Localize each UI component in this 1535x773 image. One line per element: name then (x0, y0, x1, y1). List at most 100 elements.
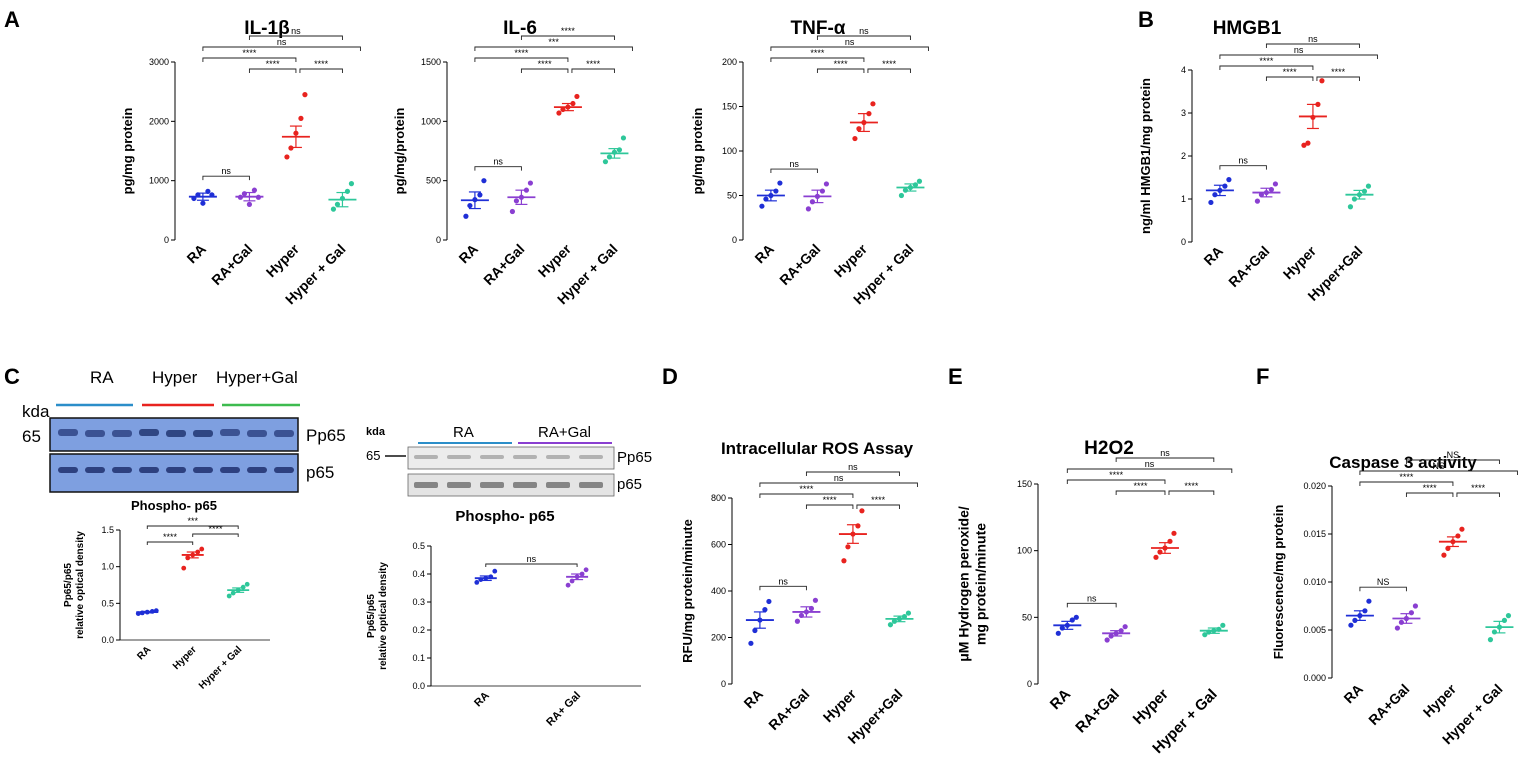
significance-label-casp3: NS (1447, 450, 1460, 460)
chart-pp65_left: 0.0 0.5 1.0 1.5 Pp65/p65relative optical den… (63, 516, 270, 692)
data-point-tnfa (759, 203, 765, 209)
significance-bracket-hmgb1 (1316, 76, 1360, 81)
y-axis-label-il6: pg/mg/protein (392, 108, 407, 195)
significance-label-il1b: **** (242, 48, 257, 58)
data-point-ros (752, 627, 758, 634)
data-point-casp3 (1366, 598, 1372, 604)
y-tick-label-ros: 600 (711, 540, 726, 550)
wb-right-band-p65-lane (480, 482, 504, 488)
y-tick-label-hmgb1: 3 (1181, 108, 1186, 118)
significance-label-hmgb1: ns (1294, 45, 1304, 55)
significance-bracket-tnfa (770, 46, 929, 51)
data-point-pp65_right (492, 568, 498, 574)
data-point-casp3 (1408, 610, 1415, 616)
significance-label-casp3: **** (1471, 483, 1486, 493)
significance-label-casp3: **** (1399, 472, 1414, 482)
significance-bracket-casp3 (1359, 586, 1407, 592)
y-axis-label-pp65_left: Pp65/p65relative optical density (63, 531, 86, 639)
x-category-label-ros: RA (740, 686, 766, 712)
significance-label-hmgb1: **** (1283, 67, 1298, 77)
significance-bracket-h2o2 (1168, 490, 1215, 495)
data-point-casp3 (1459, 526, 1465, 532)
significance-bracket-hmgb1 (1219, 54, 1378, 59)
y-tick-label-h2o2: 100 (1017, 546, 1032, 556)
data-point-hmgb1 (1272, 181, 1279, 187)
wb-right-band-pp65-lane (414, 455, 438, 459)
data-point-casp3 (1505, 613, 1512, 619)
x-category-label-ros: Hyper (820, 685, 860, 725)
significance-label-il1b: ns (221, 166, 231, 176)
significance-bracket-h2o2 (1066, 602, 1117, 608)
significance-bracket-il6 (474, 46, 633, 51)
data-point-h2o2 (1220, 622, 1226, 628)
x-category-label-tnfa: RA (751, 241, 777, 267)
data-point-ros (794, 618, 801, 624)
y-axis-label-ros: RFU/mg protein/minute (680, 519, 695, 663)
wb-left-band-p65-lane (58, 467, 78, 473)
data-point-pp65_left (244, 581, 250, 587)
significance-bracket-casp3 (1359, 481, 1454, 486)
data-point-tnfa (819, 188, 826, 194)
y-tick-label-h2o2: 0 (1027, 679, 1032, 689)
significance-label-tnfa: **** (810, 48, 825, 58)
x-category-label-casp3: Hyper (1420, 680, 1460, 720)
wb-right-kda: kda (366, 426, 386, 438)
chart-ros: Intracellular ROS Assay 0 200 400 600 800 RFU/… (680, 439, 918, 747)
wb-right-band-pp65-lane (546, 455, 570, 459)
significance-label-tnfa: ns (859, 26, 869, 36)
significance-bracket-ros (805, 471, 900, 476)
y-tick-label-hmgb1: 4 (1181, 65, 1186, 75)
significance-label-il6: **** (538, 59, 553, 69)
y-tick-label-il1b: 3000 (149, 57, 169, 67)
y-tick-label-ros: 200 (711, 633, 726, 643)
significance-bracket-h2o2 (1115, 457, 1215, 462)
wb-left-band-pp65: Pp65 (306, 426, 346, 445)
data-point-casp3 (1348, 622, 1354, 628)
significance-label-ros: **** (871, 495, 886, 505)
wb-right-band-p65: p65 (617, 476, 642, 493)
y-tick-label-il6: 500 (426, 176, 441, 186)
x-category-label-pp65_left: RA (135, 644, 153, 662)
x-category-label-pp65_right: RA (472, 690, 492, 710)
data-point-h2o2 (1104, 637, 1110, 643)
significance-label-il1b: **** (266, 59, 281, 69)
data-point-pp65_left (199, 546, 205, 552)
y-tick-label-casp3: 0.000 (1303, 673, 1326, 683)
wb-left-kda: kda (22, 402, 50, 421)
data-point-il1b (334, 201, 341, 207)
data-point-il6 (602, 159, 609, 165)
data-point-casp3 (1501, 617, 1508, 624)
data-point-tnfa (805, 206, 812, 212)
data-point-il1b (251, 187, 258, 193)
chart-il6: IL-6 0 500 1000 1500 pg/mg/protein RA RA+Gal Hyp… (392, 18, 633, 307)
x-category-label-tnfa: RA+Gal (776, 241, 823, 288)
data-point-il6 (527, 180, 534, 186)
y-tick-label-il1b: 2000 (149, 116, 169, 126)
y-tick-label-casp3: 0.020 (1303, 481, 1326, 491)
data-point-casp3 (1412, 603, 1419, 609)
significance-label-il1b: ns (291, 26, 301, 36)
data-point-tnfa (777, 180, 783, 186)
panel-letter-d: D (662, 364, 678, 389)
x-category-label-h2o2: RA+Gal (1072, 686, 1123, 737)
significance-bracket-tnfa (867, 68, 911, 73)
y-tick-label-ros: 0 (721, 679, 726, 689)
significance-label-h2o2: ns (1145, 459, 1155, 469)
chart-il1b: IL-1β 0 1000 2000 3000 pg/mg protein RA RA+Gal H… (120, 18, 361, 307)
significance-bracket-il1b (202, 175, 250, 181)
data-point-pp65_left (181, 565, 187, 571)
significance-label-pp65_left: **** (163, 532, 178, 542)
chart-title-h2o2: H2O2 (1084, 438, 1134, 459)
wb-left-band-pp65-lane (58, 429, 78, 436)
y-tick-label-hmgb1: 2 (1181, 151, 1186, 161)
wb-right-band-pp65-lane (447, 455, 471, 459)
data-point-pp65_left (240, 584, 246, 590)
data-point-il1b (284, 154, 290, 160)
significance-bracket-il6 (474, 57, 569, 62)
data-point-h2o2 (1153, 554, 1159, 560)
data-point-h2o2 (1073, 614, 1079, 620)
significance-bracket-tnfa (770, 57, 865, 62)
wb-left-marker: 65 (22, 427, 41, 446)
x-category-label-il6: Hyper (535, 240, 575, 280)
y-tick-label-pp65_right: 0.2 (412, 625, 425, 635)
